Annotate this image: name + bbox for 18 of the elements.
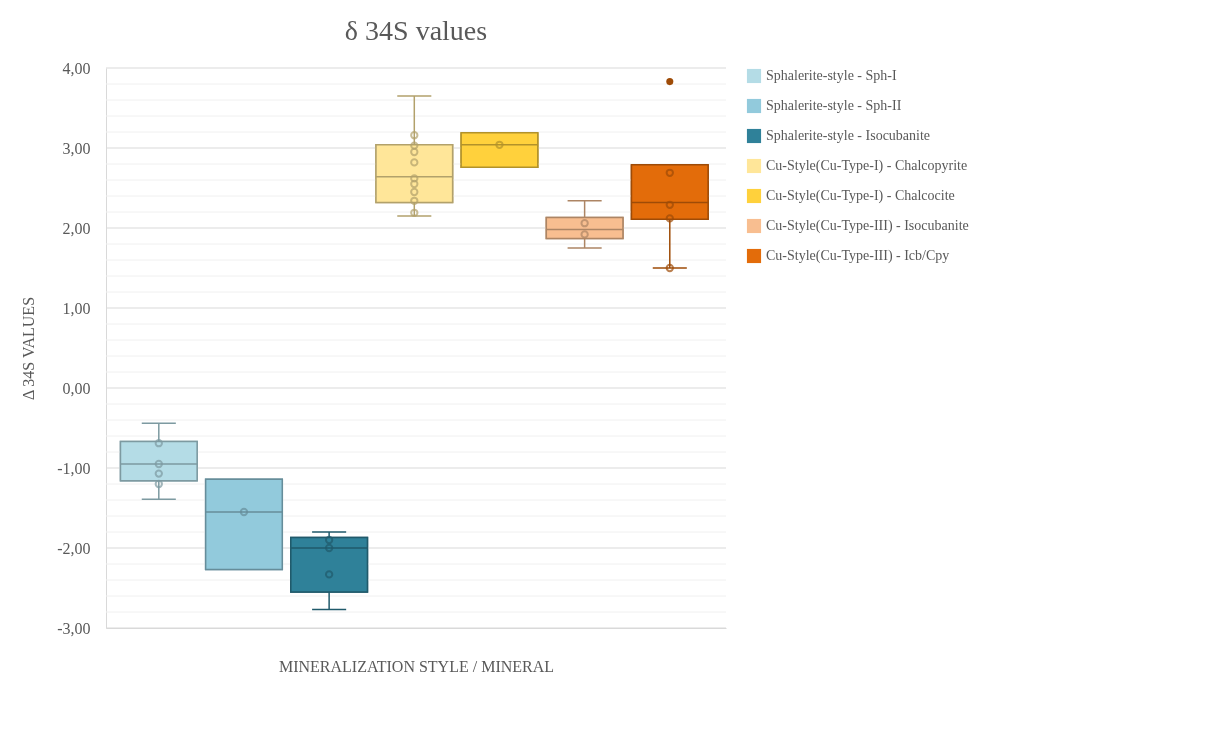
y-tick-label: 1,00 (62, 299, 91, 317)
y-tick-label: 0,00 (62, 379, 91, 397)
legend-label: Sphalerite-style - Sph-I (766, 68, 897, 83)
legend-label: Sphalerite-style - Isocubanite (766, 128, 931, 143)
y-tick-label: -1,00 (57, 459, 91, 477)
y-tick-label: 3,00 (62, 139, 91, 157)
legend-label: Cu-Style(Cu-Type-III) - Icb/Cpy (766, 248, 950, 264)
y-tick-label: 4,00 (62, 59, 91, 77)
legend-label: Cu-Style(Cu-Type-III) - Isocubanite (766, 218, 969, 234)
legend-label: Sphalerite-style - Sph-II (766, 98, 902, 113)
y-tick-label: -3,00 (57, 619, 91, 637)
legend-label: Cu-Style(Cu-Type-I) - Chalcocite (766, 188, 955, 204)
y-axis-title: Δ 34S VALUES (20, 296, 38, 401)
y-tick-label: 2,00 (62, 219, 91, 237)
y-tick-label: -2,00 (57, 539, 91, 557)
chart-title: δ 34S values (344, 15, 488, 46)
legend-label: Cu-Style(Cu-Type-I) - Chalcopyrite (766, 158, 968, 174)
x-axis-title: MINERALIZATION STYLE / MINERAL (278, 657, 555, 675)
